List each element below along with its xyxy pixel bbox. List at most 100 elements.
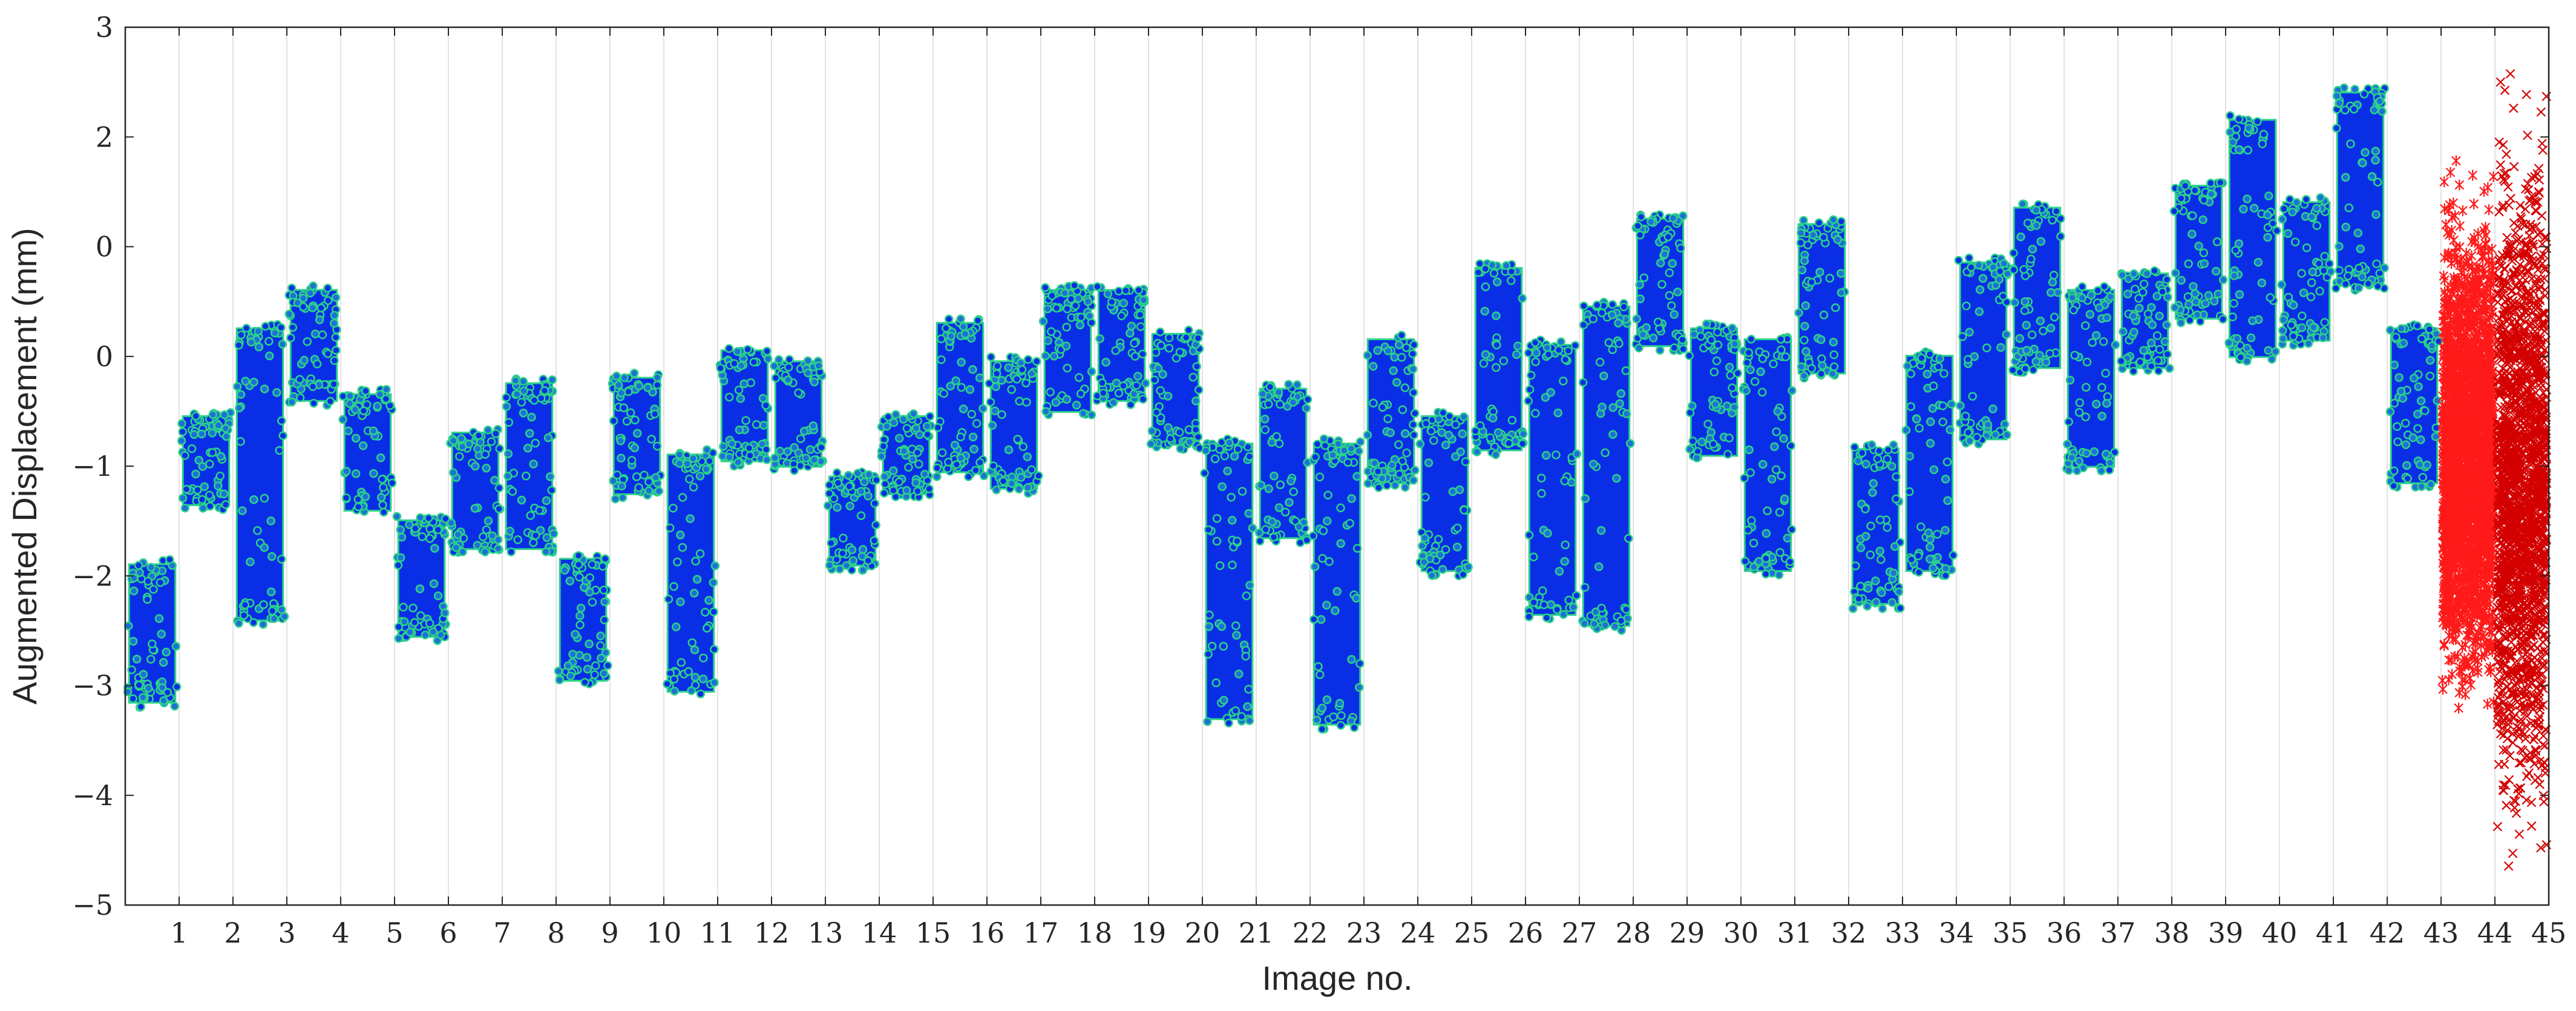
data-point — [763, 456, 770, 463]
data-point — [1152, 349, 1159, 356]
data-point — [1966, 329, 1973, 336]
data-point — [2292, 239, 2299, 246]
data-point — [2342, 223, 2350, 231]
data-point — [1562, 356, 1569, 363]
data-point — [1088, 368, 1095, 375]
data-point — [729, 440, 736, 447]
data-point — [1633, 315, 1640, 323]
data-point — [1374, 468, 1381, 475]
data-point — [2313, 205, 2320, 212]
data-point — [1615, 340, 1622, 347]
data-point — [1245, 510, 1253, 517]
data-point — [1459, 430, 1466, 437]
data-point — [1627, 440, 1634, 447]
data-point — [431, 545, 438, 552]
data-point — [833, 556, 841, 563]
data-point — [1140, 297, 1147, 304]
data-point — [214, 482, 221, 490]
data-point — [1809, 231, 1817, 239]
data-point — [865, 492, 872, 499]
data-point — [1489, 415, 1496, 422]
data-point — [1063, 323, 1070, 331]
data-point — [150, 585, 157, 593]
data-point — [2130, 312, 2137, 320]
data-point — [411, 619, 418, 626]
data-point — [836, 565, 844, 573]
data-point — [1048, 292, 1055, 299]
data-point — [2317, 194, 2324, 201]
data-point — [1851, 444, 1858, 451]
data-point — [370, 470, 377, 477]
data-point — [1530, 599, 1538, 606]
data-point — [288, 285, 295, 292]
data-point — [1403, 449, 1410, 456]
data-point — [330, 320, 338, 327]
data-point — [1323, 602, 1330, 609]
data-point — [2102, 370, 2109, 377]
data-point — [1666, 292, 1673, 299]
data-point — [250, 496, 257, 503]
data-point — [524, 444, 531, 452]
data-point — [1067, 295, 1075, 303]
data-point — [496, 445, 503, 452]
data-point — [1370, 400, 1377, 407]
data-point — [2243, 358, 2250, 365]
data-point — [198, 430, 205, 438]
data-point — [1157, 387, 1164, 394]
data-point — [1044, 305, 1051, 312]
data-point — [448, 519, 455, 527]
data-point — [2098, 467, 2105, 475]
data-point — [945, 458, 952, 466]
data-point — [1598, 605, 1605, 612]
data-point — [2057, 233, 2064, 240]
data-point — [2392, 334, 2399, 341]
data-point — [900, 447, 908, 455]
data-point — [1195, 386, 1202, 394]
data-point — [710, 579, 717, 586]
data-point — [2202, 300, 2209, 307]
data-point — [2214, 238, 2221, 245]
data-point — [260, 621, 267, 628]
data-point — [890, 419, 897, 426]
data-point — [2039, 328, 2047, 335]
data-point — [797, 435, 804, 443]
data-point — [522, 472, 529, 479]
data-point — [513, 390, 520, 398]
data-point — [1296, 523, 1303, 530]
data-point — [496, 484, 503, 492]
data-point — [2230, 272, 2238, 280]
data-point — [2137, 358, 2144, 366]
data-point — [1334, 588, 1341, 595]
data-point — [261, 495, 268, 502]
data-point — [690, 484, 697, 491]
data-point — [934, 424, 942, 431]
data-point — [1024, 453, 1031, 461]
data-point — [380, 509, 387, 516]
data-point — [1035, 472, 1042, 479]
data-point — [1771, 443, 1778, 450]
data-point — [1379, 404, 1386, 411]
data-point — [1532, 410, 1539, 417]
data-point — [1775, 571, 1783, 579]
data-point — [1609, 431, 1616, 438]
data-point — [1104, 290, 1112, 297]
data-point — [561, 567, 568, 574]
data-point — [2130, 329, 2137, 336]
data-point — [484, 426, 491, 433]
data-point — [1962, 302, 1970, 309]
data-point — [2131, 285, 2138, 292]
data-point — [1815, 219, 1823, 226]
data-point — [475, 432, 482, 439]
data-point — [1891, 543, 1898, 550]
data-point — [1277, 481, 1284, 489]
data-point — [2093, 332, 2100, 339]
data-point — [278, 606, 285, 613]
data-point — [1312, 453, 1319, 461]
data-point — [971, 446, 978, 453]
data-point — [2372, 148, 2379, 155]
data-point — [1314, 441, 1321, 448]
data-point — [1874, 455, 1881, 463]
data-point — [736, 426, 743, 433]
data-point — [1930, 466, 1938, 473]
data-point — [164, 689, 171, 696]
